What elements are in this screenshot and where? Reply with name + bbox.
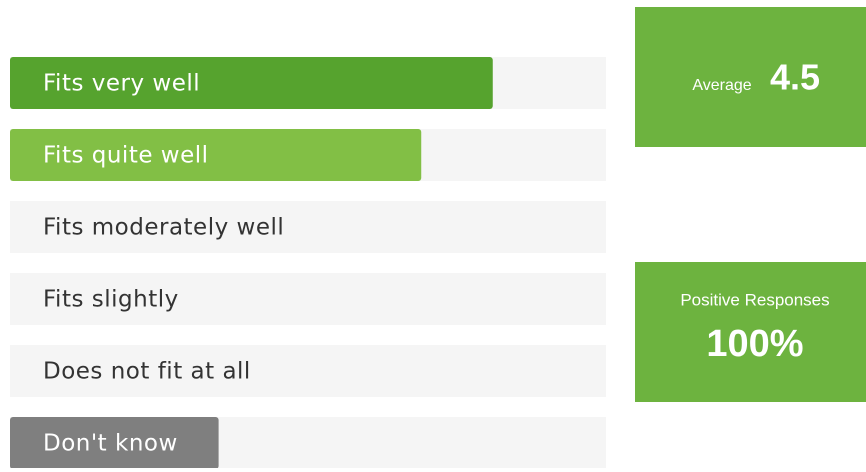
bar-track <box>10 201 606 253</box>
bar-track <box>10 273 606 325</box>
bar-track <box>10 345 606 397</box>
positive-box <box>635 262 866 402</box>
bar-label: Fits quite well <box>43 143 209 169</box>
bar-label: Fits moderately well <box>43 215 284 241</box>
bar-label: Does not fit at all <box>43 359 251 385</box>
positive-value: 100% <box>706 323 803 365</box>
average-box <box>635 7 866 147</box>
bar <box>10 57 493 109</box>
bar <box>10 129 422 181</box>
positive-label: Positive Responses <box>680 290 829 309</box>
average-value: 4.5 <box>770 57 820 98</box>
bar <box>10 417 219 469</box>
bar-label: Fits slightly <box>43 287 179 313</box>
bar-label: Don't know <box>43 431 178 457</box>
bar-label: Fits very well <box>43 71 200 97</box>
average-label: Average <box>692 77 751 94</box>
